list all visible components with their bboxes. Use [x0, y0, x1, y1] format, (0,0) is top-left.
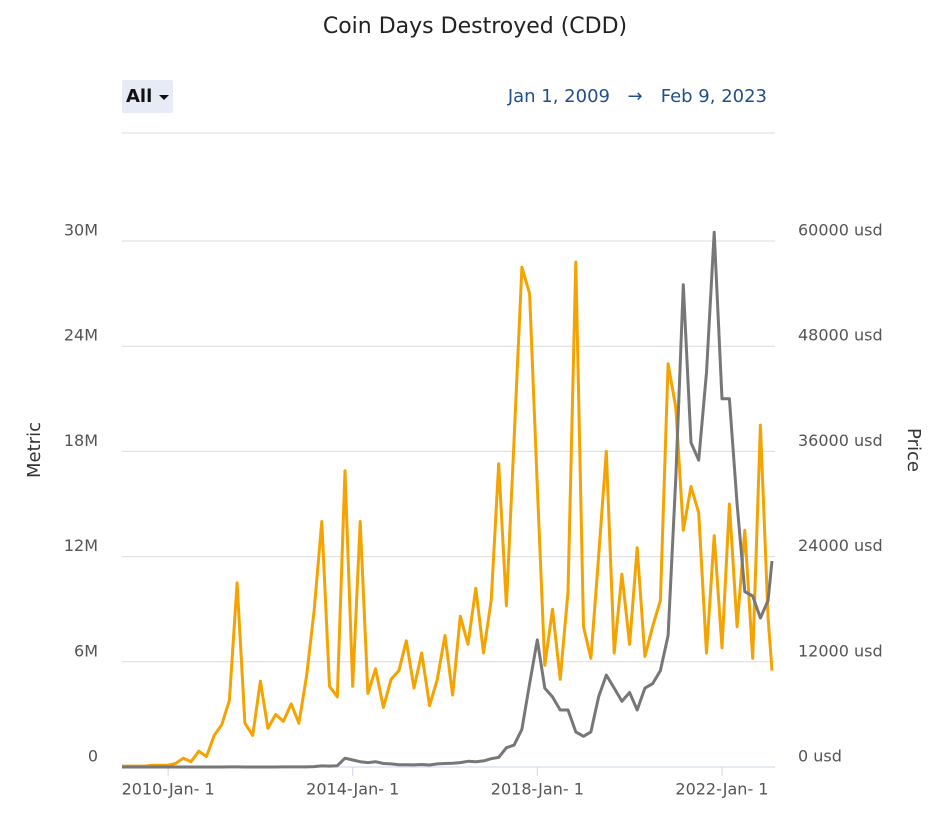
dropdown-caret	[159, 95, 169, 100]
x-tick-label: 2018-Jan- 1	[491, 780, 584, 799]
y-tick-label: 18M	[64, 431, 98, 450]
y2-tick-label: 24000 usd	[798, 536, 883, 555]
y-tick-label: 0	[88, 747, 98, 766]
y-axis-title: Metric	[24, 422, 45, 478]
y2-axis-title: Price	[903, 428, 924, 472]
y-tick-label: 6M	[74, 641, 98, 660]
y2-tick-label: 12000 usd	[798, 641, 883, 660]
range-separator: →	[627, 86, 642, 107]
range-to: Feb 9, 2023	[661, 86, 767, 107]
y2-tick-label: 60000 usd	[798, 221, 883, 240]
y2-tick-label: 0 usd	[798, 747, 842, 766]
y-tick-label: 30M	[64, 221, 98, 240]
range-from: Jan 1, 2009	[507, 86, 610, 107]
range-button[interactable]: All	[126, 86, 152, 107]
y-tick-label: 24M	[64, 326, 98, 345]
chart-title: Coin Days Destroyed (CDD)	[323, 14, 627, 39]
y-tick-label: 12M	[64, 536, 98, 555]
x-tick-label: 2014-Jan- 1	[306, 780, 399, 799]
range-button-bg[interactable]	[122, 80, 173, 113]
y2-tick-label: 36000 usd	[798, 431, 883, 450]
y2-tick-label: 48000 usd	[798, 326, 883, 345]
series-line	[122, 230, 774, 769]
x-tick-label: 2022-Jan- 1	[675, 780, 768, 799]
series-line	[122, 260, 774, 768]
x-tick-label: 2010-Jan- 1	[122, 780, 215, 799]
